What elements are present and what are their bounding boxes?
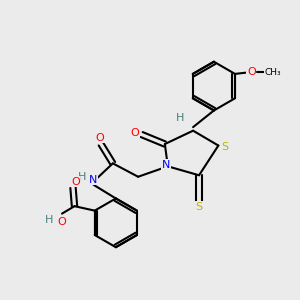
- Text: H: H: [45, 215, 53, 225]
- Text: O: O: [95, 133, 104, 142]
- Text: O: O: [71, 177, 80, 187]
- Text: O: O: [131, 128, 140, 138]
- Text: CH₃: CH₃: [265, 68, 281, 77]
- Text: N: N: [162, 160, 170, 170]
- Text: N: N: [89, 175, 97, 185]
- Text: S: S: [196, 202, 202, 212]
- Text: S: S: [221, 142, 229, 152]
- Text: H: H: [78, 172, 86, 182]
- Text: O: O: [247, 68, 256, 77]
- Text: H: H: [176, 113, 184, 123]
- Text: O: O: [57, 217, 66, 227]
